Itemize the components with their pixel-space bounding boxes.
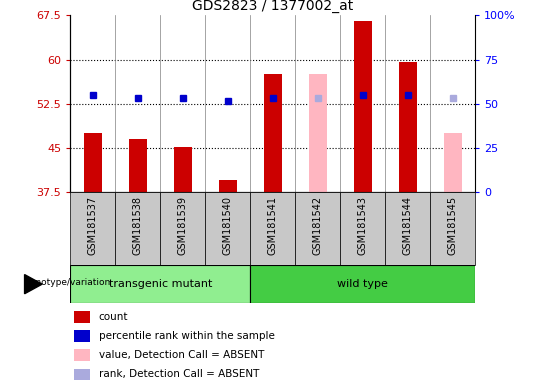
Title: GDS2823 / 1377002_at: GDS2823 / 1377002_at [192,0,353,13]
Text: GSM181543: GSM181543 [357,196,368,255]
Bar [295,192,340,265]
Text: GSM181544: GSM181544 [403,196,413,255]
Bar [129,139,147,192]
Text: GSM181541: GSM181541 [268,196,278,255]
Text: percentile rank within the sample: percentile rank within the sample [99,331,274,341]
Polygon shape [25,275,42,294]
Bar [219,180,237,192]
Bar [250,192,295,265]
Bar [174,147,192,192]
Bar [264,74,282,192]
Bar [70,265,250,303]
Text: GSM181542: GSM181542 [313,196,323,255]
Bar [70,192,115,265]
Text: GSM181540: GSM181540 [222,196,233,255]
Bar [354,21,372,192]
Bar [205,192,250,265]
Bar [115,192,160,265]
Text: genotype/variation: genotype/variation [25,278,111,287]
Bar [250,265,475,303]
Bar [84,133,102,192]
Bar [160,192,205,265]
Text: value, Detection Call = ABSENT: value, Detection Call = ABSENT [99,350,264,360]
Text: GSM181539: GSM181539 [178,196,188,255]
Text: wild type: wild type [338,279,388,289]
Bar [444,133,462,192]
Bar [75,330,91,342]
Bar [75,369,91,380]
Bar [75,311,91,323]
Text: transgenic mutant: transgenic mutant [109,279,212,289]
Bar [385,192,430,265]
Text: GSM181545: GSM181545 [448,196,458,255]
Text: GSM181537: GSM181537 [87,196,98,255]
Bar [309,74,327,192]
Text: rank, Detection Call = ABSENT: rank, Detection Call = ABSENT [99,369,259,379]
Bar [340,192,385,265]
Bar [75,349,91,361]
Bar [430,192,475,265]
Bar [399,63,417,192]
Text: GSM181538: GSM181538 [133,196,143,255]
Text: count: count [99,312,128,322]
